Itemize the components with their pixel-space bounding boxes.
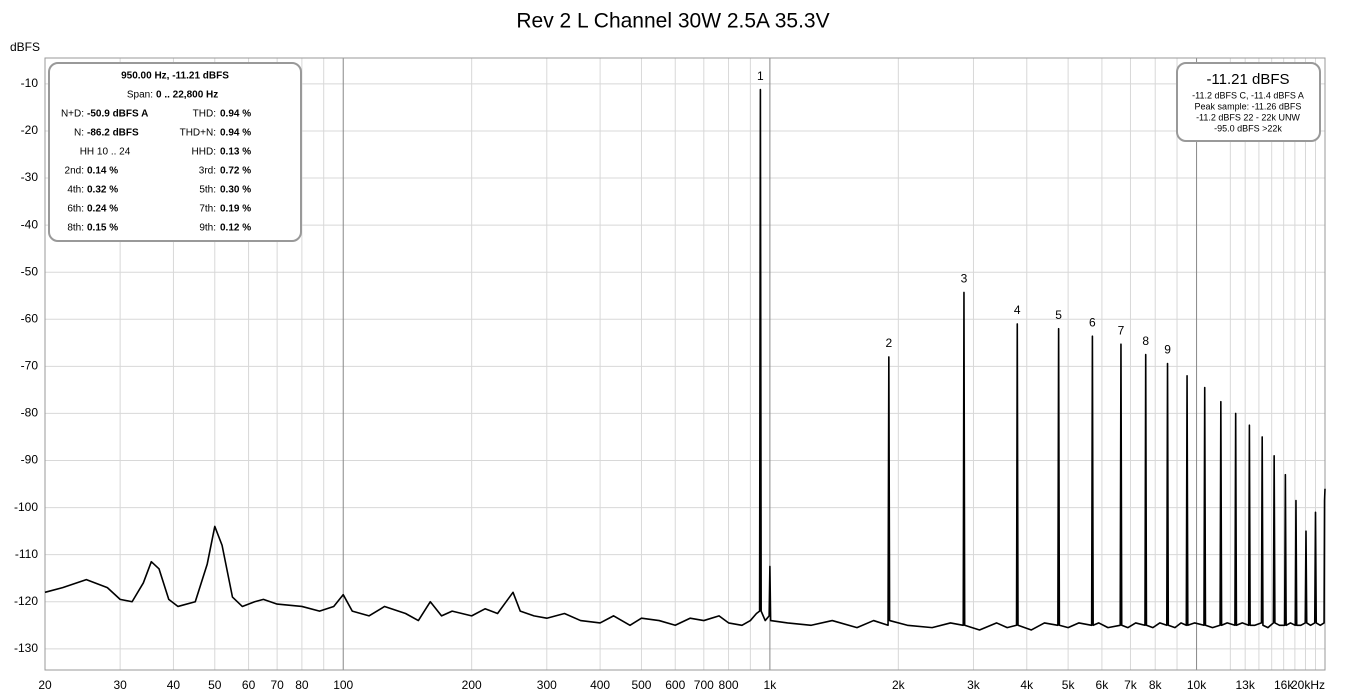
x-tick-label: 4k	[1020, 678, 1034, 692]
harmonic-label: 2	[885, 336, 892, 350]
info-label: 9th:	[199, 223, 216, 234]
harmonic-label: 4	[1014, 303, 1021, 317]
x-tick-label: 10k	[1187, 678, 1207, 692]
harmonic-label: 3	[961, 272, 968, 286]
y-tick-label: -50	[21, 264, 39, 278]
info-value: 0.24 %	[87, 204, 118, 215]
y-tick-label: -60	[21, 311, 39, 325]
x-tick-label: 8k	[1149, 678, 1163, 692]
info-value: 0.15 %	[87, 223, 118, 234]
info-label: N:	[74, 128, 84, 139]
x-tick-label: 60	[242, 678, 256, 692]
info-label: THD+N:	[180, 128, 216, 139]
boxes: 950.00 Hz, -11.21 dBFS Span: 0 .. 22,800 H…	[48, 62, 1321, 242]
x-tick-label: 2k	[892, 678, 906, 692]
x-tick-label: 300	[537, 678, 557, 692]
info-header: 950.00 Hz, -11.21 dBFS	[121, 71, 229, 82]
y-tick-label: -130	[14, 641, 38, 655]
info-value: -86.2 dBFS	[87, 128, 139, 139]
info-value: 0.14 %	[87, 166, 118, 177]
info-value: 0.94 %	[220, 109, 251, 120]
harmonic-label: 8	[1142, 334, 1149, 348]
info-value: 0.19 %	[220, 204, 251, 215]
info-label: THD:	[193, 109, 216, 120]
level-line: -95.0 dBFS >22k	[1214, 123, 1282, 133]
plot: 1 2 3 4 5 6 7 8 9	[44, 69, 1326, 631]
x-tick-label: 5k	[1062, 678, 1076, 692]
x-tick-label: 1k	[764, 678, 778, 692]
y-tick-label: -30	[21, 170, 39, 184]
info-value: 0.72 %	[220, 166, 251, 177]
info-label: 3rd:	[199, 166, 216, 177]
info-value: 0.94 %	[220, 128, 251, 139]
x-tick-label: 13k	[1235, 678, 1255, 692]
info-value: 0.32 %	[87, 185, 118, 196]
info-label: HH 10 .. 24	[80, 147, 131, 158]
harmonic-label: 6	[1089, 315, 1096, 329]
level-headline: -11.21 dBFS	[1206, 71, 1289, 88]
x-tick-label: 80	[295, 678, 309, 692]
spectrum-line	[44, 88, 1326, 631]
x-tick-label: 3k	[967, 678, 981, 692]
x-tick-label: 20kHz	[1291, 678, 1325, 692]
y-tick-label: -100	[14, 500, 38, 514]
info-label: 6th:	[67, 204, 84, 215]
x-tick-label: 800	[719, 678, 739, 692]
info-value: -50.9 dBFS A	[87, 109, 148, 120]
level-line: -11.2 dBFS 22 - 22k UNW	[1196, 112, 1300, 122]
x-tick-label: 30	[113, 678, 127, 692]
x-tick-label: 20	[38, 678, 52, 692]
info-value: 0 .. 22,800 Hz	[156, 90, 218, 101]
x-tick-label: 7k	[1124, 678, 1138, 692]
y-tick-label: -110	[15, 547, 38, 561]
info-label: N+D:	[61, 109, 84, 120]
info-label: 7th:	[199, 204, 216, 215]
info-label: 2nd:	[65, 166, 84, 177]
x-tick-label: 100	[333, 678, 353, 692]
x-tick-label: 400	[590, 678, 610, 692]
y-tick-label: -70	[21, 359, 39, 373]
y-tick-label: -40	[21, 217, 39, 231]
level-box	[1176, 62, 1321, 142]
x-tick-label: 600	[665, 678, 685, 692]
y-axis-label: dBFS	[10, 40, 40, 54]
info-label: Span:	[127, 90, 153, 101]
info-label: HHD:	[192, 147, 216, 158]
plot-frame	[44, 57, 1326, 671]
x-tick-label: 200	[462, 678, 482, 692]
harmonic-label: 1	[757, 69, 764, 83]
info-value: 0.13 %	[220, 147, 251, 158]
level-line: -11.2 dBFS C, -11.4 dBFS A	[1192, 90, 1304, 100]
harmonic-label: 7	[1118, 323, 1125, 337]
level-line: Peak sample: -11.26 dBFS	[1195, 101, 1302, 111]
y-tick-label: -10	[21, 76, 39, 90]
info-box	[48, 62, 302, 242]
harmonic-label: 5	[1055, 308, 1062, 322]
harmonic-label: 9	[1164, 343, 1171, 357]
chart-title: Rev 2 L Channel 30W 2.5A 35.3V	[516, 10, 829, 33]
x-tick-label: 16k	[1274, 678, 1294, 692]
y-tick-label: -120	[14, 594, 38, 608]
x-tick-label: 500	[631, 678, 651, 692]
info-label: 5th:	[199, 185, 216, 196]
x-tick-label: 40	[167, 678, 181, 692]
info-value: 0.12 %	[220, 223, 251, 234]
y-tick-label: -90	[21, 453, 39, 467]
x-tick-label: 50	[208, 678, 222, 692]
x-tick-label: 700	[694, 678, 714, 692]
info-label: 4th:	[67, 185, 84, 196]
y-tick-label: -20	[21, 123, 39, 137]
x-tick-label: 6k	[1096, 678, 1110, 692]
x-tick-label: 70	[270, 678, 284, 692]
y-tick-label: -80	[21, 406, 39, 420]
info-value: 0.30 %	[220, 185, 251, 196]
info-label: 8th:	[67, 223, 84, 234]
